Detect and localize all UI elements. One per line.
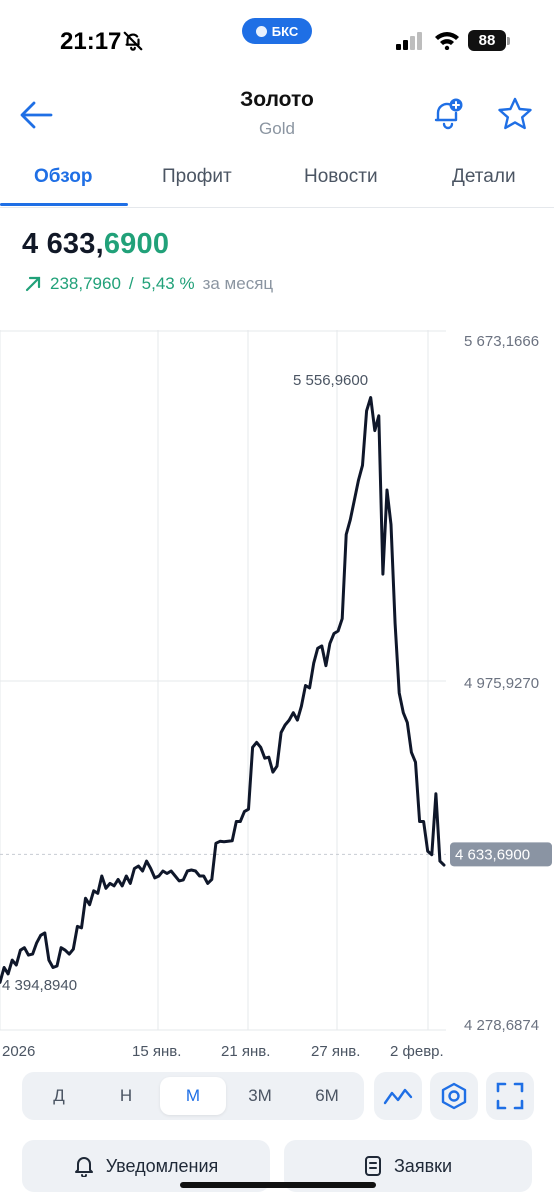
fullscreen-icon — [496, 1082, 524, 1110]
price-series-line — [0, 396, 446, 984]
status-time: 21:17 — [60, 28, 122, 55]
app-badge-label: БКС — [271, 23, 299, 39]
max-annotation: 5 556,9600 — [293, 372, 368, 389]
chart-type-icon — [383, 1088, 413, 1105]
home-indicator — [180, 1182, 376, 1188]
tab-overview[interactable]: Обзор — [34, 166, 93, 187]
min-annotation: 4 394,8940 — [2, 977, 77, 994]
document-icon — [364, 1156, 381, 1176]
battery-icon: 88 — [468, 30, 506, 51]
bell-slash-icon — [123, 31, 143, 51]
wifi-icon — [435, 32, 459, 50]
x-tick: 21 янв. — [221, 1043, 270, 1060]
last-price-badge — [450, 842, 552, 867]
chart-type-button[interactable] — [374, 1072, 422, 1120]
app-logo-icon — [255, 25, 267, 37]
x-tick: 2026 — [2, 1043, 35, 1060]
indicators-icon — [441, 1082, 467, 1110]
signal-icon — [396, 32, 422, 50]
period-selector: Д Н М 3М 6М — [22, 1072, 364, 1120]
period-day-button[interactable]: Д — [53, 1086, 65, 1105]
price-change: 238,7960 / 5,43 % за месяц — [24, 274, 273, 294]
period-6m-button[interactable]: 6М — [315, 1086, 339, 1105]
tab-news[interactable]: Новости — [304, 166, 378, 187]
fullscreen-button[interactable] — [486, 1072, 534, 1120]
bell-icon — [74, 1157, 93, 1177]
tab-bar: Обзор Профит Новости Детали — [0, 150, 554, 208]
indicators-button[interactable] — [430, 1072, 478, 1120]
current-price: 4 633,6900 — [22, 228, 169, 261]
status-bar: 21:17 БКС 88 — [0, 0, 554, 80]
notifications-label: Уведомления — [105, 1155, 219, 1176]
price-fraction: 6900 — [103, 228, 170, 260]
page-subtitle: Gold — [259, 119, 295, 138]
tab-active-indicator — [0, 203, 128, 206]
star-icon[interactable] — [496, 96, 534, 132]
app-badge[interactable]: БКС — [242, 18, 312, 44]
arrow-left-icon[interactable] — [18, 98, 56, 132]
x-tick: 27 янв. — [311, 1043, 360, 1060]
arrow-up-right-icon — [25, 276, 41, 292]
battery-tip — [507, 37, 510, 45]
orders-button[interactable]: Заявки — [284, 1140, 532, 1192]
title-block: Золото Gold — [150, 88, 404, 139]
change-percent: 5,43 % — [141, 274, 195, 293]
change-separator: / — [128, 274, 134, 293]
period-week-button[interactable]: Н — [119, 1086, 133, 1105]
period-month-button[interactable]: М — [160, 1077, 226, 1115]
y-tick-mid: 4 975,9270 — [464, 675, 539, 692]
bell-plus-icon[interactable] — [430, 96, 466, 132]
page-title: Золото — [240, 88, 314, 111]
chart-svg[interactable]: 5 673,1666 4 975,9270 4 278,6874 5 556,9… — [0, 330, 554, 1065]
period-3m-button[interactable]: 3М — [248, 1086, 272, 1105]
change-absolute: 238,7960 — [50, 274, 121, 293]
change-period: за месяц — [202, 274, 274, 293]
orders-label: Заявки — [393, 1155, 453, 1176]
price-integer: 4 633, — [22, 228, 104, 260]
x-tick: 2 февр. — [390, 1043, 444, 1060]
price-chart[interactable]: 5 673,1666 4 975,9270 4 278,6874 5 556,9… — [0, 330, 554, 1065]
x-tick: 15 янв. — [132, 1043, 181, 1060]
y-tick-max: 5 673,1666 — [464, 333, 539, 350]
tab-profit[interactable]: Профит — [162, 166, 232, 187]
tab-details[interactable]: Детали — [452, 166, 516, 187]
last-price-label: 4 633,6900 — [455, 846, 530, 863]
y-tick-min: 4 278,6874 — [464, 1017, 539, 1034]
header: Золото Gold — [0, 80, 554, 150]
